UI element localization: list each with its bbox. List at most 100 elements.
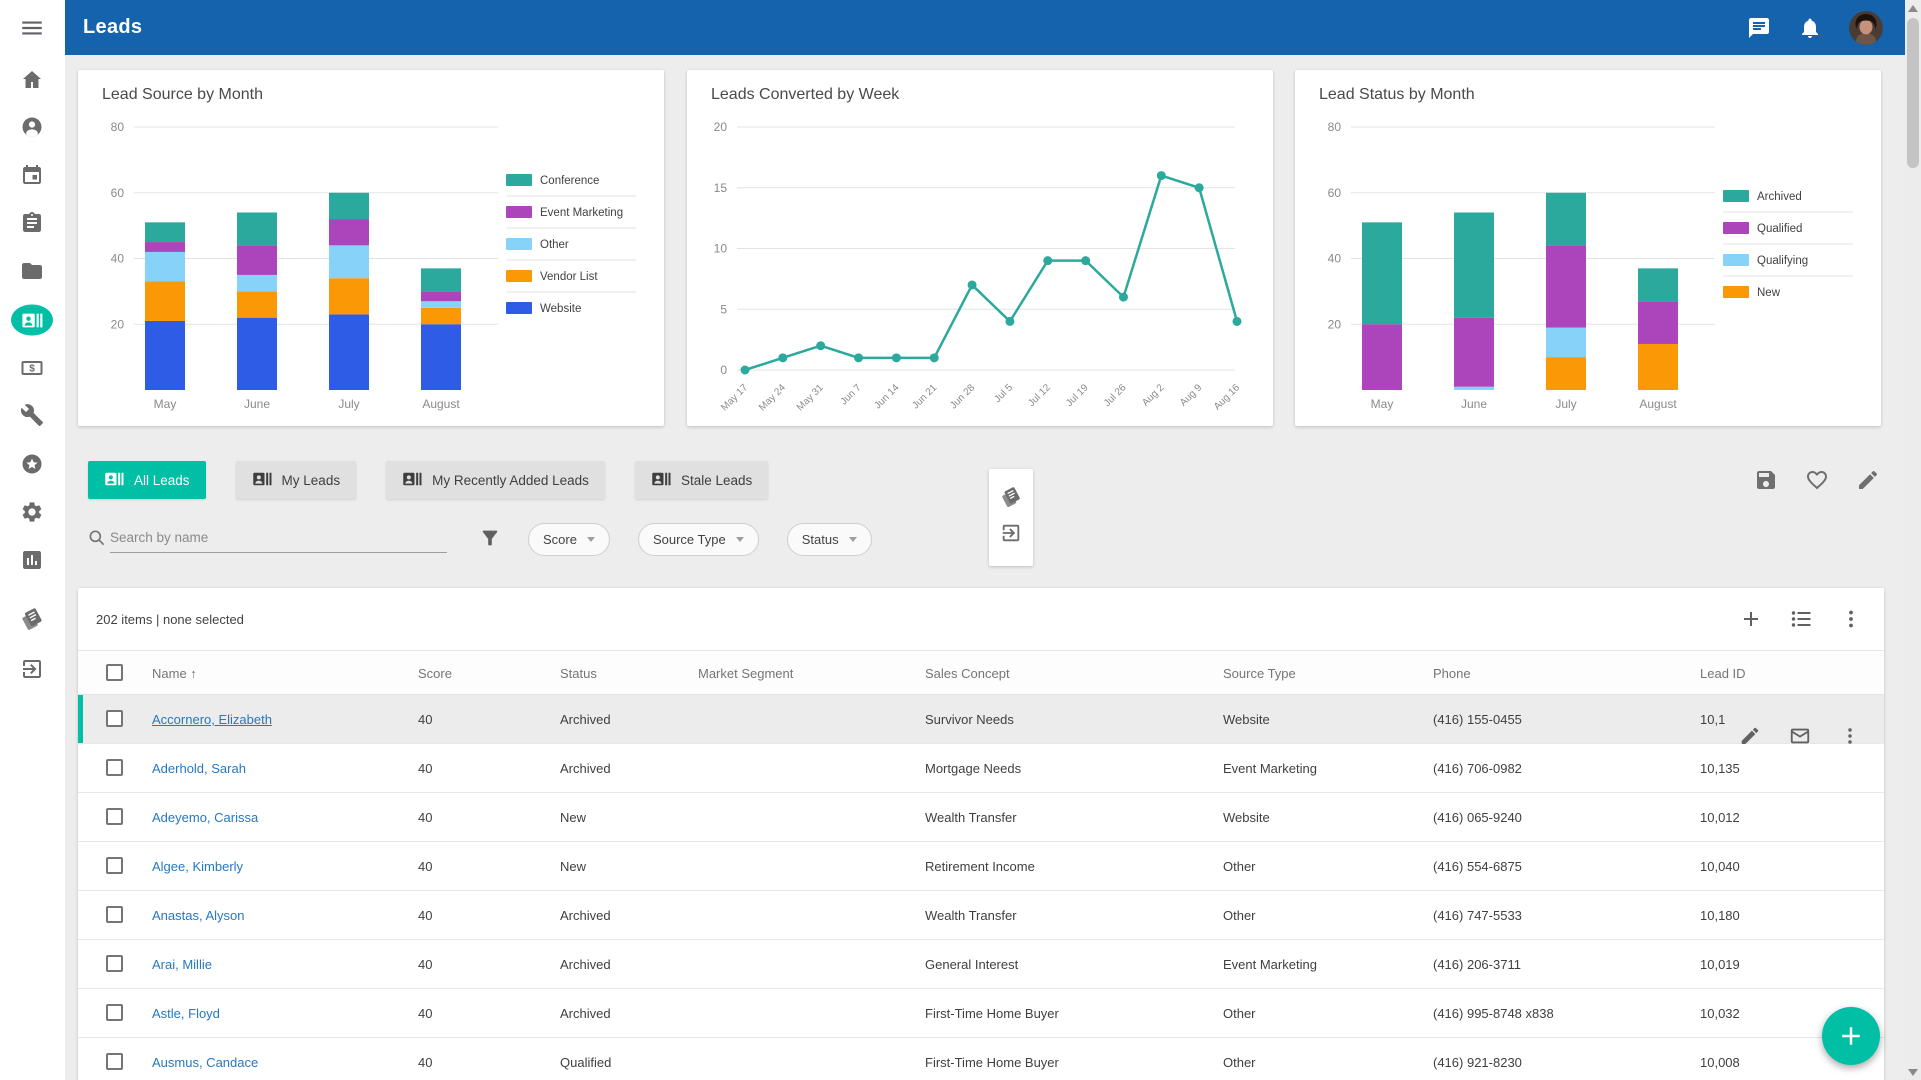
bar-segment-website[interactable] xyxy=(237,318,277,390)
tab-all-leads[interactable]: All Leads xyxy=(88,461,206,499)
data-point[interactable] xyxy=(1157,171,1166,180)
bar-segment-new[interactable] xyxy=(1546,357,1586,390)
bar-segment-website[interactable] xyxy=(145,321,185,390)
legend-item-archived[interactable]: Archived xyxy=(1723,190,1802,203)
favorite-heart-icon[interactable] xyxy=(1805,468,1829,492)
table-row[interactable]: Accornero, Elizabeth40ArchivedSurvivor N… xyxy=(78,695,1884,744)
row-checkbox[interactable] xyxy=(106,857,123,874)
bar-segment-archived[interactable] xyxy=(1454,212,1494,317)
column-header-status[interactable]: Status xyxy=(560,666,597,681)
bar-segment-qualified[interactable] xyxy=(1454,318,1494,387)
row-checkbox[interactable] xyxy=(106,759,123,776)
table-row[interactable]: Anastas, Alyson40ArchivedWealth Transfer… xyxy=(78,891,1884,940)
row-checkbox[interactable] xyxy=(106,710,123,727)
tab-stale-leads[interactable]: Stale Leads xyxy=(635,461,768,499)
bar-segment-qualified[interactable] xyxy=(1546,245,1586,327)
tab-my-recently-added-leads[interactable]: My Recently Added Leads xyxy=(386,461,605,499)
tab-my-leads[interactable]: My Leads xyxy=(236,461,357,499)
account-icon[interactable] xyxy=(19,114,45,140)
bar-segment-qualified[interactable] xyxy=(1362,324,1402,390)
bar-segment-qualifying[interactable] xyxy=(1546,328,1586,358)
bar-segment-other[interactable] xyxy=(237,275,277,291)
lead-name-link[interactable]: Arai, Millie xyxy=(152,957,212,972)
data-point[interactable] xyxy=(1233,317,1242,326)
table-row[interactable]: Arai, Millie40ArchivedGeneral InterestEv… xyxy=(78,940,1884,989)
lead-name-link[interactable]: Astle, Floyd xyxy=(152,1006,220,1021)
bar-segment-conference[interactable] xyxy=(329,193,369,219)
page-scrollbar[interactable] xyxy=(1905,0,1921,1080)
bar-segment-archived[interactable] xyxy=(1362,222,1402,324)
column-header-market-segment[interactable]: Market Segment xyxy=(698,666,793,681)
folder-icon[interactable] xyxy=(19,258,45,284)
column-header-name[interactable]: Name ↑ xyxy=(152,666,197,681)
data-point[interactable] xyxy=(1119,293,1128,302)
lead-name-link[interactable]: Anastas, Alyson xyxy=(152,908,245,923)
data-point[interactable] xyxy=(968,280,977,289)
legend-item-event-marketing[interactable]: Event Marketing xyxy=(506,206,623,219)
notifications-bell-icon[interactable] xyxy=(1798,16,1822,40)
save-icon[interactable] xyxy=(1754,468,1778,492)
data-point[interactable] xyxy=(930,353,939,362)
tags-icon[interactable] xyxy=(1000,486,1022,513)
row-checkbox[interactable] xyxy=(106,955,123,972)
legend-item-new[interactable]: New xyxy=(1723,286,1781,299)
bar-segment-new[interactable] xyxy=(1638,344,1678,390)
filter-pill-score[interactable]: Score xyxy=(528,523,610,556)
scrollbar-thumb[interactable] xyxy=(1907,18,1919,168)
bar-segment-vendor-list[interactable] xyxy=(145,282,185,321)
leads-contact-card-icon[interactable] xyxy=(11,305,53,336)
bar-segment-event-marketing[interactable] xyxy=(421,291,461,301)
legend-item-conference[interactable]: Conference xyxy=(506,174,599,187)
edit-pencil-icon[interactable] xyxy=(1856,468,1880,492)
legend-item-qualifying[interactable]: Qualifying xyxy=(1723,254,1808,267)
bar-segment-archived[interactable] xyxy=(1638,268,1678,301)
data-point[interactable] xyxy=(1005,317,1014,326)
bar-segment-vendor-list[interactable] xyxy=(329,278,369,314)
filter-funnel-icon[interactable] xyxy=(479,527,501,554)
more-options-kebab-icon[interactable] xyxy=(1839,607,1863,631)
bar-segment-archived[interactable] xyxy=(1546,193,1586,246)
menu-icon[interactable] xyxy=(19,15,45,41)
bar-segment-vendor-list[interactable] xyxy=(237,291,277,317)
column-header-source-type[interactable]: Source Type xyxy=(1223,666,1296,681)
stars-icon[interactable] xyxy=(19,451,45,477)
lead-name-link[interactable]: Accornero, Elizabeth xyxy=(152,712,272,727)
data-point[interactable] xyxy=(816,341,825,350)
lead-name-link[interactable]: Algee, Kimberly xyxy=(152,859,243,874)
bar-segment-website[interactable] xyxy=(421,324,461,390)
row-checkbox[interactable] xyxy=(106,1053,123,1070)
data-point[interactable] xyxy=(1043,256,1052,265)
lead-name-link[interactable]: Adeyemo, Carissa xyxy=(152,810,258,825)
bar-segment-event-marketing[interactable] xyxy=(237,245,277,275)
bar-segment-other[interactable] xyxy=(329,245,369,278)
table-row[interactable]: Ausmus, Candace40QualifiedFirst-Time Hom… xyxy=(78,1038,1884,1080)
data-point[interactable] xyxy=(854,353,863,362)
column-header-phone[interactable]: Phone xyxy=(1433,666,1471,681)
search-input[interactable] xyxy=(110,523,447,553)
bar-segment-event-marketing[interactable] xyxy=(145,242,185,252)
bar-segment-conference[interactable] xyxy=(421,268,461,291)
list-view-icon[interactable] xyxy=(1789,607,1813,631)
scroll-down-arrow[interactable] xyxy=(1905,1064,1921,1080)
lead-name-link[interactable]: Aderhold, Sarah xyxy=(152,761,246,776)
scroll-up-arrow[interactable] xyxy=(1905,0,1921,16)
row-checkbox[interactable] xyxy=(106,1004,123,1021)
add-icon[interactable] xyxy=(1739,607,1763,631)
table-row[interactable]: Adeyemo, Carissa40NewWealth TransferWebs… xyxy=(78,793,1884,842)
calendar-icon[interactable] xyxy=(19,162,45,188)
filter-pill-source-type[interactable]: Source Type xyxy=(638,523,759,556)
lead-name-link[interactable]: Ausmus, Candace xyxy=(152,1055,258,1070)
bar-segment-other[interactable] xyxy=(145,252,185,282)
bar-segment-conference[interactable] xyxy=(145,222,185,242)
legend-item-website[interactable]: Website xyxy=(506,302,581,315)
bar-segment-conference[interactable] xyxy=(237,212,277,245)
user-avatar[interactable] xyxy=(1849,11,1883,45)
select-all-checkbox[interactable] xyxy=(106,664,123,681)
data-point[interactable] xyxy=(1195,183,1204,192)
exit-icon[interactable] xyxy=(19,656,45,682)
row-checkbox[interactable] xyxy=(106,906,123,923)
wrench-icon[interactable] xyxy=(19,402,45,428)
bar-segment-qualified[interactable] xyxy=(1638,301,1678,344)
legend-item-qualified[interactable]: Qualified xyxy=(1723,222,1802,235)
bar-segment-other[interactable] xyxy=(421,301,461,308)
